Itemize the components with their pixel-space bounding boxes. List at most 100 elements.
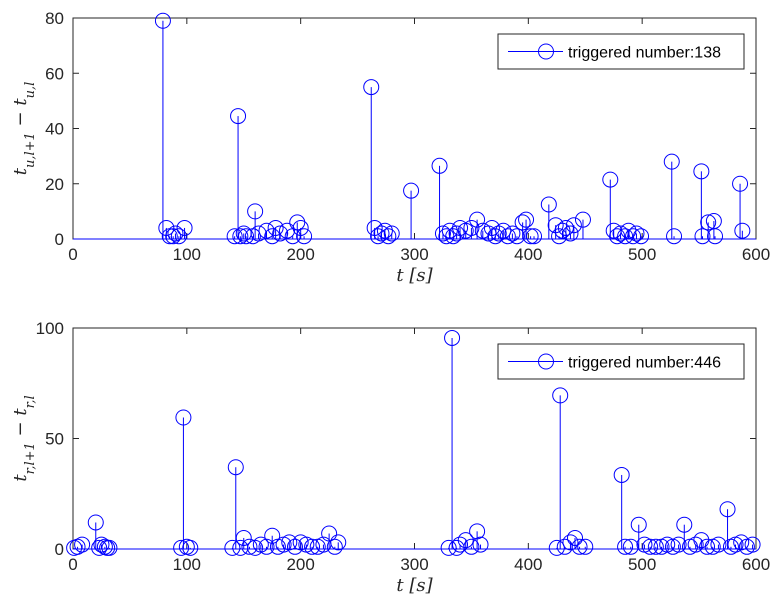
stem-marker: [733, 534, 750, 551]
stem-marker: [272, 225, 289, 242]
stem-marker: [666, 228, 683, 245]
stem-marker: [676, 516, 693, 533]
x-tick-label: 500: [628, 245, 656, 264]
stem-marker: [175, 409, 192, 426]
x-tick-label: 100: [173, 245, 201, 264]
stem-marker: [230, 108, 247, 125]
stem-marker: [602, 171, 619, 188]
bottom-subplot: 0 100 200 300 400 500 600 0 50 100 t [s] tr,l+1 − t…: [10, 319, 770, 596]
stem-marker: [431, 157, 448, 174]
stem-marker: [495, 222, 512, 239]
stem-marker: [554, 222, 571, 239]
y-tick-label: 20: [45, 175, 64, 194]
stem-marker: [173, 539, 190, 556]
stem-marker: [258, 222, 275, 239]
stem-marker: [571, 538, 588, 555]
stem-marker: [613, 466, 630, 483]
stem-marker: [154, 12, 171, 29]
stem-marker: [373, 225, 390, 242]
stem-marker: [226, 228, 243, 245]
stem-marker: [526, 228, 543, 245]
y-tick-label: 80: [45, 9, 64, 28]
stem-marker: [499, 228, 516, 245]
y-tick-label: 100: [36, 319, 64, 338]
stem-marker: [663, 153, 680, 170]
stem-marker: [514, 214, 531, 231]
stem-marker: [694, 228, 711, 245]
stem-marker: [296, 228, 313, 245]
legend-label: triggered number:446: [568, 355, 721, 372]
x-tick-label: 0: [68, 555, 77, 574]
stem-marker: [687, 536, 704, 553]
stem-marker: [165, 228, 182, 245]
stem-marker: [719, 501, 736, 518]
stem-marker: [647, 538, 664, 555]
stem-marker: [281, 534, 298, 551]
y-tick-label: 50: [45, 430, 64, 449]
stem-marker: [434, 225, 451, 242]
stem-marker: [247, 203, 264, 220]
stem-marker: [232, 228, 249, 245]
x-axis-label: t [s]: [396, 265, 433, 286]
stem-marker: [267, 219, 284, 236]
stem-marker: [472, 536, 489, 553]
stem-marker: [699, 538, 716, 555]
x-tick-label: 300: [400, 555, 428, 574]
stem-marker: [441, 222, 458, 239]
stem-marker: [732, 175, 749, 192]
stem-marker: [452, 536, 469, 553]
stem-marker: [707, 228, 724, 245]
legend-label: triggered number:138: [568, 45, 721, 62]
y-tick-label: 60: [45, 64, 64, 83]
stem-marker: [700, 214, 717, 231]
stem-marker: [457, 532, 474, 549]
stem-marker: [552, 387, 569, 404]
stem-marker: [463, 219, 480, 236]
stem-marker: [182, 539, 199, 556]
stem-marker: [540, 196, 557, 213]
stem-marker: [469, 211, 486, 228]
stem-marker: [630, 516, 647, 533]
stem-marker: [383, 225, 400, 242]
stem-marker: [628, 225, 645, 242]
stem-marker: [241, 538, 258, 555]
stem-marker: [279, 222, 296, 239]
legend-marker: [538, 353, 554, 370]
stem-marker: [504, 225, 521, 242]
stem-marker: [363, 79, 380, 96]
stem-marker: [574, 211, 591, 228]
stem-marker: [292, 219, 309, 236]
stem-marker: [633, 228, 650, 245]
x-axis-label: t [s]: [396, 575, 433, 596]
stem-marker: [469, 523, 486, 540]
y-axis-label: tu,l+1 − tu,l: [10, 82, 38, 176]
top-subplot: 0 100 200 300 400 500 600 0 20 40 60 80 t [s] tu,l+1 …: [10, 9, 770, 286]
y-tick-label: 0: [55, 540, 64, 559]
stem-marker: [490, 225, 507, 242]
legend-marker: [538, 43, 554, 60]
stem-marker: [158, 219, 175, 236]
stem-marker: [170, 228, 187, 245]
stem-marker: [258, 538, 275, 555]
stem-marker: [522, 228, 539, 245]
stem-marker: [380, 228, 397, 245]
stem-marker: [551, 228, 568, 245]
stem-marker: [167, 225, 184, 242]
stem-marker: [304, 538, 321, 555]
stem-marker: [326, 538, 343, 555]
stem-marker: [722, 538, 739, 555]
stem-marker: [617, 538, 634, 555]
stem-marker: [87, 514, 104, 531]
stem-marker: [264, 527, 281, 544]
x-tick-label: 600: [742, 555, 770, 574]
stem-marker: [562, 225, 579, 242]
x-tick-label: 100: [173, 555, 201, 574]
y-tick-label: 40: [45, 120, 64, 139]
stem-marker: [565, 217, 582, 234]
x-tick-label: 200: [286, 555, 314, 574]
stem-marker: [376, 222, 393, 239]
stem-marker: [463, 538, 480, 555]
x-tick-label: 400: [514, 555, 542, 574]
x-tick-label: 400: [514, 245, 542, 264]
